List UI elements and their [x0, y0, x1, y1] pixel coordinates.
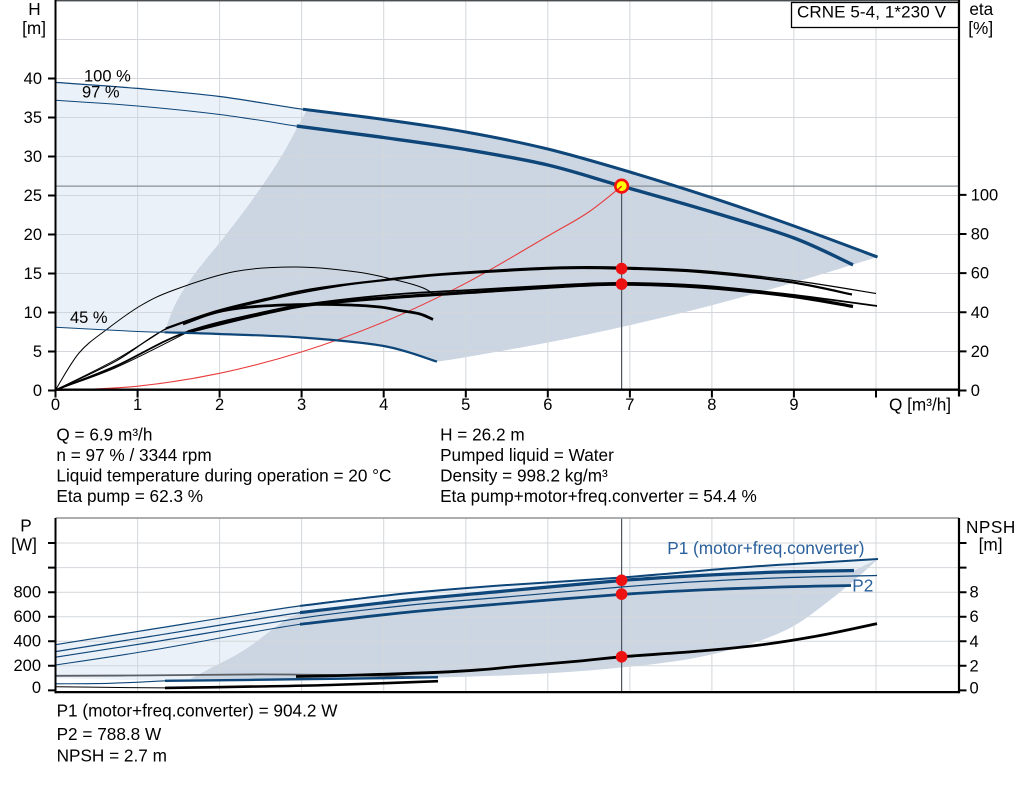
svg-text:4: 4 — [970, 633, 979, 651]
svg-text:NPSH = 2.7 m: NPSH = 2.7 m — [57, 745, 167, 765]
svg-text:H = 26.2 m: H = 26.2 m — [440, 425, 525, 445]
svg-text:8: 8 — [707, 396, 716, 414]
svg-text:CRNE 5-4, 1*230 V: CRNE 5-4, 1*230 V — [797, 3, 947, 22]
svg-text:[W]: [W] — [11, 534, 37, 554]
svg-text:800: 800 — [13, 583, 41, 601]
svg-text:600: 600 — [13, 608, 41, 626]
svg-text:4: 4 — [379, 396, 388, 414]
svg-text:[m]: [m] — [979, 535, 1003, 555]
svg-text:60: 60 — [971, 265, 989, 283]
svg-text:20: 20 — [24, 226, 42, 244]
svg-text:Q [m³/h]: Q [m³/h] — [889, 395, 951, 415]
svg-text:[m]: [m] — [22, 18, 46, 38]
svg-text:2: 2 — [970, 657, 979, 675]
svg-text:2: 2 — [215, 396, 224, 414]
svg-text:P1 (motor+freq.converter): P1 (motor+freq.converter) — [667, 538, 864, 558]
svg-text:80: 80 — [971, 226, 989, 244]
svg-text:0: 0 — [971, 382, 980, 400]
svg-text:0: 0 — [51, 396, 60, 414]
svg-text:Liquid temperature during oper: Liquid temperature during operation = 20… — [56, 465, 391, 485]
svg-text:6: 6 — [543, 396, 552, 414]
svg-text:P: P — [20, 516, 31, 536]
svg-text:8: 8 — [970, 584, 979, 602]
svg-text:P2 = 788.8 W: P2 = 788.8 W — [57, 724, 162, 744]
svg-text:Pumped liquid = Water: Pumped liquid = Water — [440, 445, 614, 465]
svg-text:35: 35 — [24, 109, 42, 127]
svg-text:NPSH: NPSH — [966, 517, 1016, 537]
svg-text:9: 9 — [789, 396, 798, 414]
svg-text:40: 40 — [971, 304, 989, 322]
svg-text:Eta pump+motor+freq.converter: Eta pump+motor+freq.converter = 54.4 % — [440, 486, 757, 506]
svg-text:P1 (motor+freq.converter) = 90: P1 (motor+freq.converter) = 904.2 W — [57, 701, 339, 721]
svg-text:100: 100 — [971, 186, 999, 204]
svg-text:5: 5 — [461, 396, 470, 414]
svg-text:5: 5 — [33, 343, 42, 361]
svg-text:15: 15 — [24, 265, 42, 283]
svg-text:20: 20 — [971, 343, 989, 361]
svg-text:n = 97 % / 3344 rpm: n = 97 % / 3344 rpm — [56, 445, 211, 465]
svg-text:100 %: 100 % — [84, 67, 131, 85]
svg-text:25: 25 — [24, 187, 42, 205]
svg-text:Density = 998.2 kg/m³: Density = 998.2 kg/m³ — [440, 465, 608, 485]
svg-text:Eta pump = 62.3 %: Eta pump = 62.3 % — [56, 486, 203, 506]
svg-text:45 %: 45 % — [70, 309, 108, 327]
svg-text:1: 1 — [133, 396, 142, 414]
svg-text:6: 6 — [970, 608, 979, 626]
svg-text:0: 0 — [970, 680, 979, 698]
svg-text:[%]: [%] — [968, 18, 993, 38]
svg-text:H: H — [28, 0, 40, 19]
svg-text:10: 10 — [24, 304, 42, 322]
svg-text:3: 3 — [297, 396, 306, 414]
svg-text:P2: P2 — [852, 576, 873, 596]
svg-text:40: 40 — [24, 70, 42, 88]
svg-text:0: 0 — [32, 679, 41, 697]
svg-text:Q = 6.9 m³/h: Q = 6.9 m³/h — [56, 425, 152, 445]
svg-text:97 %: 97 % — [82, 83, 120, 101]
svg-text:eta: eta — [969, 0, 993, 19]
svg-text:200: 200 — [13, 657, 41, 675]
svg-text:30: 30 — [24, 148, 42, 166]
svg-text:7: 7 — [625, 396, 634, 414]
svg-text:400: 400 — [13, 633, 41, 651]
svg-text:0: 0 — [33, 382, 42, 400]
